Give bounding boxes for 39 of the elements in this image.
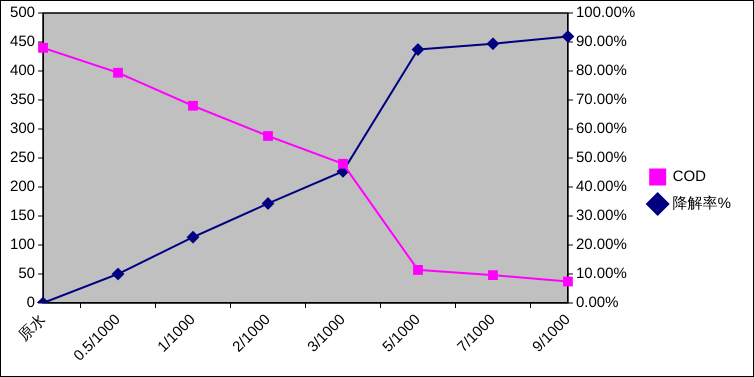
point <box>38 42 48 53</box>
y2-tick-label: 90.00% <box>576 33 627 50</box>
point <box>562 30 574 42</box>
y2-tick-label: 100.00% <box>576 4 636 22</box>
legend-label: 降解率% <box>672 195 732 212</box>
point <box>488 270 498 280</box>
y2-tick-label: 30.00% <box>576 207 627 224</box>
y2-tick-label: 0.00% <box>576 294 618 312</box>
point <box>263 131 273 141</box>
y-tick-label: 200 <box>10 178 36 196</box>
y-tick-label: 300 <box>10 120 36 138</box>
point <box>113 68 123 78</box>
y-tick-label: 350 <box>10 91 36 108</box>
point <box>413 265 423 275</box>
y-tick-label: 50 <box>18 265 36 282</box>
y2-tick-label: 40.00% <box>576 178 627 196</box>
x-tick-label: 原水 <box>16 311 49 344</box>
y2-tick-label: 50.00% <box>576 149 627 166</box>
point <box>188 100 198 111</box>
y2-tick-label: 70.00% <box>576 91 627 108</box>
y2-tick-label: 10.00% <box>576 265 627 282</box>
y2-tick-label: 20.00% <box>576 236 627 254</box>
point <box>187 231 200 244</box>
y-tick-label: 500 <box>10 4 36 22</box>
y-tick-label: 400 <box>10 62 36 80</box>
y2-tick-label: 60.00% <box>576 120 627 138</box>
legend-label: COD <box>672 168 706 186</box>
point <box>412 44 424 56</box>
y-tick-label: 250 <box>10 149 36 166</box>
point <box>112 268 124 280</box>
y-tick-label: 450 <box>10 33 36 50</box>
y2-tick-label: 80.00% <box>576 62 627 80</box>
point <box>338 158 348 169</box>
point <box>486 38 499 50</box>
y-tick-label: 100 <box>10 236 36 254</box>
point <box>563 276 573 286</box>
point <box>262 198 274 210</box>
y-tick-label: 150 <box>10 207 36 224</box>
y-tick-label: 0 <box>26 294 36 312</box>
